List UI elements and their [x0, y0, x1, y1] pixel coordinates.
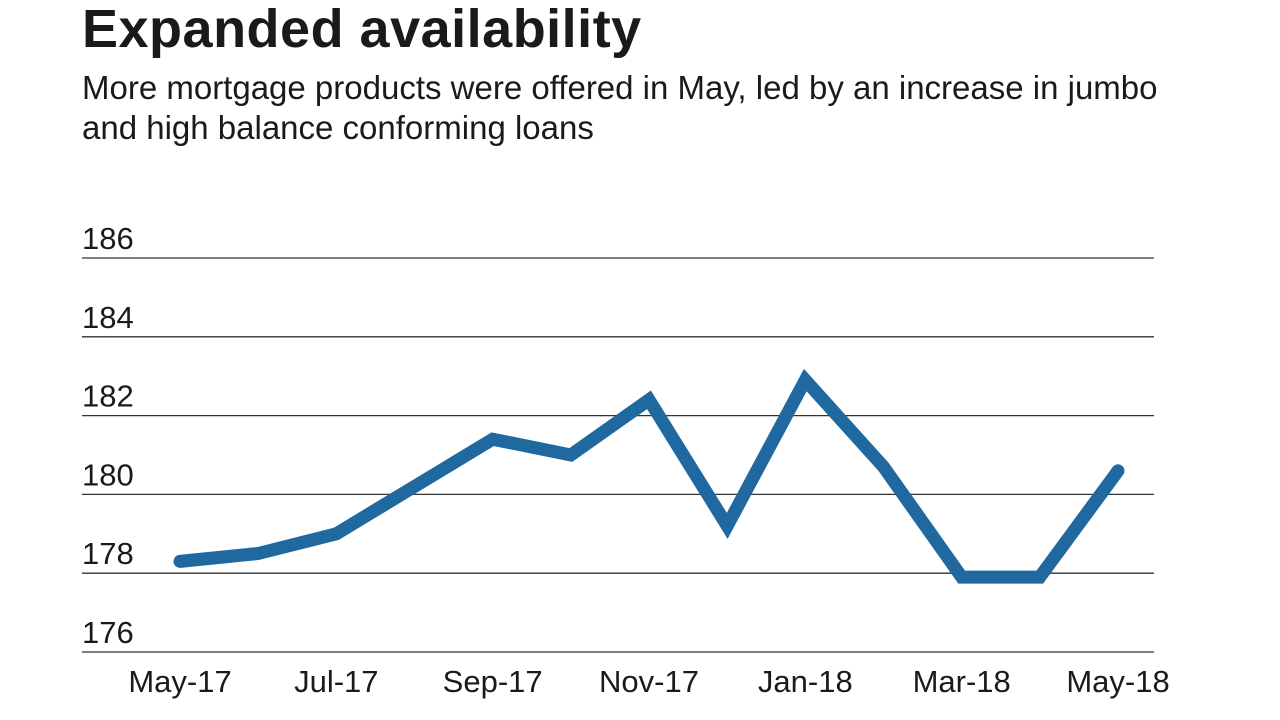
y-tick-label: 178: [82, 536, 134, 571]
y-axis-ticks: 176 178 180 182 184 186: [82, 221, 134, 650]
x-tick-label: May-17: [128, 664, 231, 699]
y-tick-label: 176: [82, 615, 134, 650]
x-tick-label: Mar-18: [913, 664, 1011, 699]
x-tick-label: Jan-18: [758, 664, 853, 699]
x-tick-label: Jul-17: [294, 664, 378, 699]
x-tick-label: Nov-17: [599, 664, 699, 699]
x-tick-label: Sep-17: [443, 664, 543, 699]
x-tick-label: May-18: [1066, 664, 1169, 699]
chart-subtitle: More mortgage products were offered in M…: [82, 69, 1158, 146]
y-tick-label: 180: [82, 457, 134, 492]
y-tick-label: 186: [82, 221, 134, 256]
chart-title: Expanded availability: [82, 0, 642, 59]
y-tick-label: 184: [82, 300, 134, 335]
series-line: [173, 368, 1125, 584]
series-layer: [173, 368, 1125, 584]
x-axis-ticks: May-17 Jul-17 Sep-17 Nov-17 Jan-18 Mar-18 May-…: [128, 664, 1169, 699]
y-tick-label: 182: [82, 379, 134, 414]
gridlines: [82, 257, 1154, 653]
